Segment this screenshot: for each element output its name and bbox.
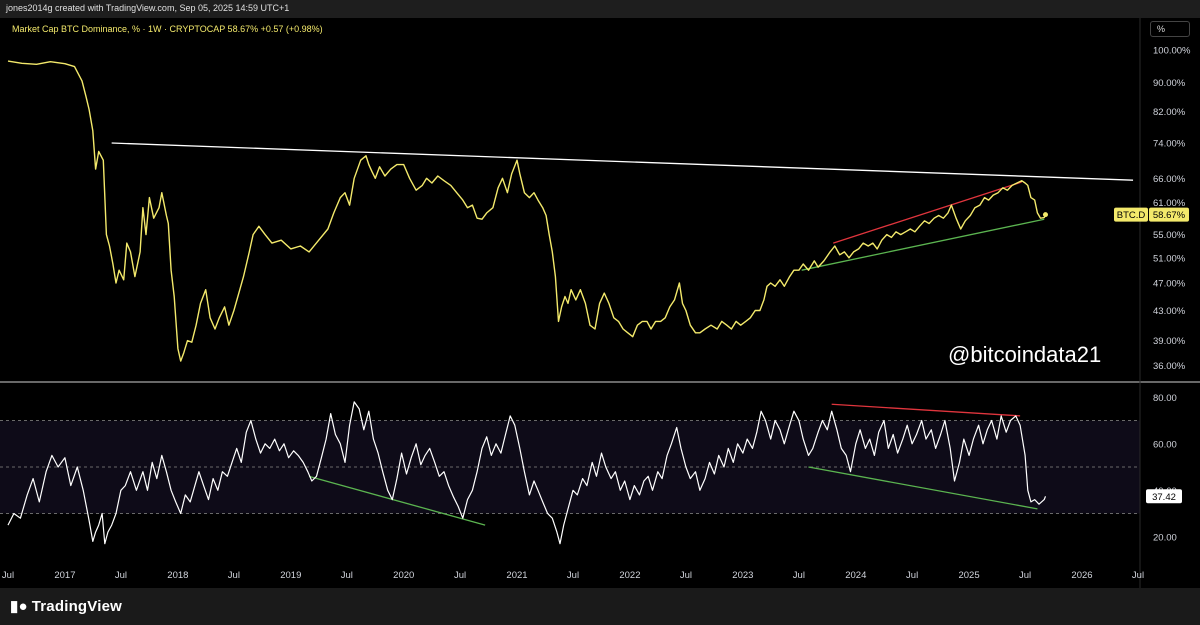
price-axis-tick-label: 55.00%	[1153, 230, 1186, 241]
oscillator-line[interactable]	[7, 401, 1047, 545]
percent-scale-button[interactable]: %	[1150, 21, 1190, 37]
time-axis-tick-label: 2020	[393, 570, 414, 581]
price-trendline[interactable]	[833, 181, 1022, 244]
time-axis-tick-label: Jul	[1132, 570, 1144, 581]
time-axis-tick-label: Jul	[1019, 570, 1031, 581]
oscillator-last-badge	[1146, 489, 1182, 504]
price-axis-tick-label: 39.00%	[1153, 336, 1186, 347]
time-axis-tick-label: 2021	[506, 570, 527, 581]
time-axis-tick-label: Jul	[341, 570, 353, 581]
last-price-badge-label: 58.67%	[1153, 210, 1186, 221]
oscillator-trendline[interactable]	[831, 403, 1021, 417]
oscillator-axis-tick-label: 80.00	[1153, 393, 1177, 404]
price-axis-tick-label: 100.00%	[1153, 46, 1191, 57]
time-axis-tick-label: Jul	[680, 570, 692, 581]
chart-canvas[interactable]: 100.00% 90.00% 82.00% 74.00% 66.00% 61.00% 55.…	[0, 0, 1200, 588]
price-axis-tick-label: 82.00%	[1153, 107, 1186, 118]
price-trendline[interactable]	[801, 218, 1045, 271]
oscillator-axis-tick-label: 60.00	[1153, 439, 1177, 450]
price-axis-tick-label: 36.00%	[1153, 361, 1186, 372]
time-axis-tick-label: Jul	[906, 570, 918, 581]
price-axis-tick-label: 66.00%	[1153, 174, 1186, 185]
price-axis-tick-label: 43.00%	[1153, 306, 1186, 317]
price-axis-tick-label: 47.00%	[1153, 279, 1186, 290]
price-axis-tick-label: 51.00%	[1153, 253, 1186, 264]
time-axis-tick-label: Jul	[454, 570, 466, 581]
price-axis-tick-label: 74.00%	[1153, 139, 1186, 150]
time-axis-tick-label: Jul	[228, 570, 240, 581]
time-axis-tick-label: 2019	[280, 570, 301, 581]
time-axis-tick-label: 2017	[54, 570, 75, 581]
tradingview-logo[interactable]: ▮● TradingView	[10, 597, 122, 615]
chart-credit: jones2014g created with TradingView.com,…	[6, 3, 290, 13]
btc-dominance-line[interactable]	[7, 60, 1047, 362]
time-axis-tick-label: 2018	[167, 570, 188, 581]
footer-bar: ▮● TradingView	[0, 588, 1200, 625]
oscillator-trendline[interactable]	[808, 466, 1038, 510]
price-axis-tick-label: 61.00%	[1153, 198, 1186, 209]
time-axis-tick-label: 2023	[732, 570, 753, 581]
oscillator-trendline[interactable]	[308, 475, 486, 526]
oscillator-axis-tick-label: 20.00	[1153, 532, 1177, 543]
watermark-handle: @bitcoindata21	[948, 342, 1102, 367]
top-bar: jones2014g created with TradingView.com,…	[0, 0, 1200, 18]
last-price-dot	[1042, 212, 1048, 218]
series-name-badge[interactable]	[1114, 207, 1148, 222]
time-axis-tick-label: Jul	[793, 570, 805, 581]
last-price-badge	[1149, 207, 1189, 222]
time-axis-tick-label: 2024	[845, 570, 866, 581]
time-axis-tick-label: Jul	[567, 570, 579, 581]
price-trendline[interactable]	[111, 142, 1134, 181]
time-axis-tick-label: 2026	[1071, 570, 1092, 581]
time-axis-tick-label: Jul	[2, 570, 14, 581]
time-axis-tick-label: Jul	[115, 570, 127, 581]
series-legend[interactable]: Market Cap BTC Dominance, % · 1W · CRYPT…	[12, 24, 323, 34]
series-name-badge-label: BTC.D	[1117, 210, 1146, 221]
time-axis-tick-label: 2022	[619, 570, 640, 581]
price-axis-tick-label: 90.00%	[1153, 78, 1186, 89]
oscillator-last-badge-label: 37.42	[1152, 492, 1176, 503]
brand-name: TradingView	[31, 598, 122, 615]
tradingview-mark-icon: ▮●	[10, 598, 28, 615]
time-axis-tick-label: 2025	[958, 570, 979, 581]
